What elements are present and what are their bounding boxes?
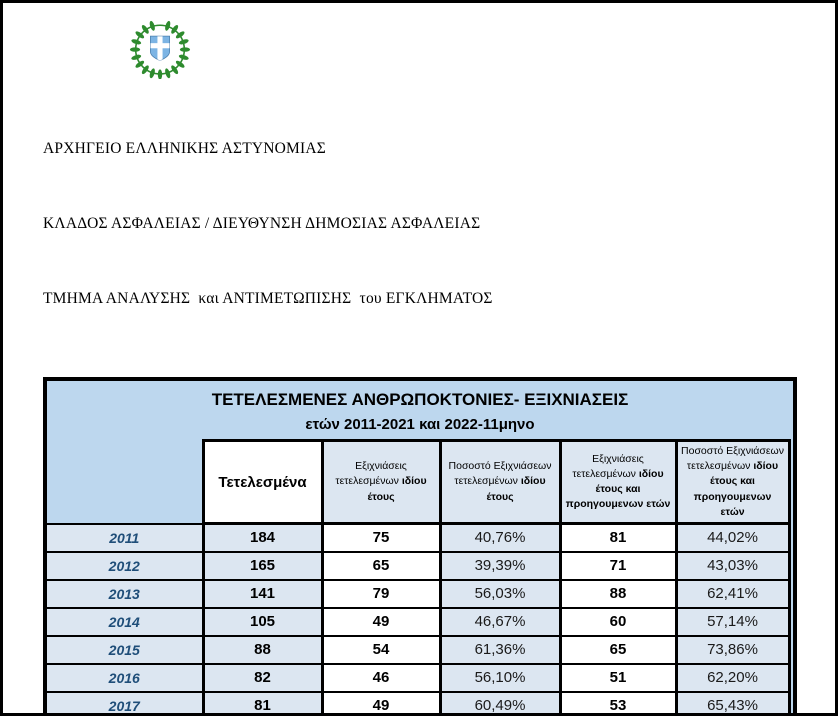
year-cell: 2011: [47, 522, 205, 553]
solved-same-year-cell: 49: [320, 606, 442, 637]
solved-same-year-cell: 79: [320, 578, 442, 609]
solved-with-prev-cell: 53: [558, 690, 678, 713]
solved-with-prev-cell: 65: [558, 634, 678, 665]
solved-with-prev-cell: 88: [558, 578, 678, 609]
table-subtitle: ετών 2011-2021 και 2022-11μηνο: [305, 416, 535, 433]
pct-same-year-cell: 56,03%: [438, 578, 562, 609]
table-row: 2017 81 49 60,49% 53 65,43%: [47, 690, 791, 713]
org-line-3: ΤΜΗΜΑ ΑΝΑΛΥΣΗΣ και ΑΝΤΙΜΕΤΩΠΙΣΗΣ του ΕΓΚ…: [43, 290, 493, 307]
pct-with-prev-header: Ποσοστό Εξιχνιάσεων τετελεσμένων ιδίου έ…: [674, 438, 791, 526]
hellenic-republic-emblem-logo: [123, 15, 197, 79]
solved-with-prev-cell: 81: [558, 522, 678, 553]
corner-cell: [47, 441, 203, 524]
table-row: 2011 184 75 40,76% 81 44,02%: [47, 522, 791, 553]
solved-same-year-cell: 54: [320, 634, 442, 665]
pct-with-prev-cell: 43,03%: [674, 550, 791, 581]
solved-with-prev-header: Εξιχνιάσεις τετελεσμένων ιδίου έτους και…: [558, 438, 678, 526]
org-line-2: ΚΛΑΔΟΣ ΑΣΦΑΛΕΙΑΣ / ΔΙΕΥΘΥΝΣΗ ΔΗΜΟΣΙΑΣ ΑΣ…: [43, 215, 481, 232]
org-line-1: ΑΡΧΗΓΕΙΟ ΕΛΛΗΝΙΚΗΣ ΑΣΤΥΝΟΜΙΑΣ: [43, 140, 327, 157]
pct-with-prev-cell: 57,14%: [674, 606, 791, 637]
year-cell: 2017: [47, 690, 205, 713]
completed-cell: 184: [201, 522, 324, 553]
solved-with-prev-cell: 71: [558, 550, 678, 581]
completed-header: Τετελεσμένα: [201, 438, 324, 526]
year-cell: 2013: [47, 578, 205, 609]
pct-with-prev-cell: 65,43%: [674, 690, 791, 713]
solved-same-year-header: Εξιχνιάσεις τετελεσμένων ιδίου έτους: [320, 438, 442, 526]
table-row: 2014 105 49 46,67% 60 57,14%: [47, 606, 791, 637]
org-header: ΑΡΧΗΓΕΙΟ ΕΛΛΗΝΙΚΗΣ ΑΣΤΥΝΟΜΙΑΣ ΚΛΑΔΟΣ ΑΣΦ…: [43, 86, 835, 361]
pct-same-year-header: Ποσοστό Εξιχνιάσεων τετελεσμένων ιδίου έ…: [438, 438, 562, 526]
pct-with-prev-cell: 73,86%: [674, 634, 791, 665]
pct-with-prev-cell: 62,20%: [674, 662, 791, 693]
year-cell: 2016: [47, 662, 205, 693]
solved-with-prev-cell: 60: [558, 606, 678, 637]
pct-same-year-cell: 46,67%: [438, 606, 562, 637]
completed-cell: 141: [201, 578, 324, 609]
table-row: 2012 165 65 39,39% 71 43,03%: [47, 550, 791, 581]
completed-cell: 81: [201, 690, 324, 713]
greek-emblem-icon: [129, 20, 191, 79]
pct-same-year-cell: 56,10%: [438, 662, 562, 693]
pct-with-prev-cell: 44,02%: [674, 522, 791, 553]
statistics-table-container: ΤΕΤΕΛΕΣΜΕΝΕΣ ΑΝΘΡΩΠΟΚΤΟΝΙΕΣ- ΕΞΙΧΝΙΑΣΕΙΣ…: [43, 377, 797, 713]
solved-same-year-cell: 46: [320, 662, 442, 693]
table-title: ΤΕΤΕΛΕΣΜΕΝΕΣ ΑΝΘΡΩΠΟΚΤΟΝΙΕΣ- ΕΞΙΧΝΙΑΣΕΙΣ: [211, 390, 629, 409]
completed-cell: 105: [201, 606, 324, 637]
year-cell: 2012: [47, 550, 205, 581]
completed-cell: 165: [201, 550, 324, 581]
table-row: 2016 82 46 56,10% 51 62,20%: [47, 662, 791, 693]
solved-same-year-cell: 49: [320, 690, 442, 713]
completed-cell: 88: [201, 634, 324, 665]
solved-same-year-cell: 75: [320, 522, 442, 553]
year-cell: 2015: [47, 634, 205, 665]
pct-with-prev-cell: 62,41%: [674, 578, 791, 609]
solved-same-year-cell: 65: [320, 550, 442, 581]
pct-same-year-cell: 39,39%: [438, 550, 562, 581]
pct-same-year-cell: 40,76%: [438, 522, 562, 553]
pct-same-year-cell: 61,36%: [438, 634, 562, 665]
homicide-statistics-table: Τετελεσμένα Εξιχνιάσεις τετελεσμένων ιδί…: [47, 438, 791, 713]
table-row: 2015 88 54 61,36% 65 73,86%: [47, 634, 791, 665]
year-cell: 2014: [47, 606, 205, 637]
completed-cell: 82: [201, 662, 324, 693]
solved-with-prev-cell: 51: [558, 662, 678, 693]
table-row: 2013 141 79 56,03% 88 62,41%: [47, 578, 791, 609]
table-header-row: Τετελεσμένα Εξιχνιάσεις τετελεσμένων ιδί…: [47, 438, 791, 526]
pct-same-year-cell: 60,49%: [438, 690, 562, 713]
